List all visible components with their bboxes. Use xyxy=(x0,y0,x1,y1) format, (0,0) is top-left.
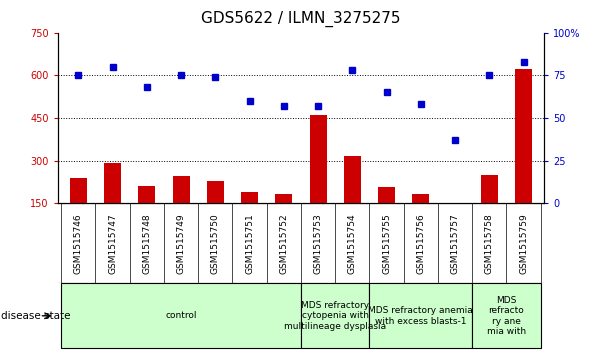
Bar xyxy=(515,69,532,203)
Bar xyxy=(241,192,258,203)
Bar xyxy=(173,176,190,203)
Text: GSM1515747: GSM1515747 xyxy=(108,213,117,274)
Text: disease state: disease state xyxy=(1,311,70,321)
Text: MDS refractory
cytopenia with
multilineage dysplasia: MDS refractory cytopenia with multilinea… xyxy=(284,301,386,331)
Text: GSM1515759: GSM1515759 xyxy=(519,213,528,274)
Text: MDS
refracto
ry ane
mia with: MDS refracto ry ane mia with xyxy=(487,296,526,336)
Bar xyxy=(472,283,541,348)
Text: GSM1515753: GSM1515753 xyxy=(314,213,323,274)
Text: GSM1515748: GSM1515748 xyxy=(142,213,151,274)
Text: GSM1515746: GSM1515746 xyxy=(74,213,83,274)
Bar xyxy=(301,283,370,348)
Text: GSM1515751: GSM1515751 xyxy=(245,213,254,274)
Text: GSM1515755: GSM1515755 xyxy=(382,213,391,274)
Text: GSM1515752: GSM1515752 xyxy=(279,213,288,274)
Bar xyxy=(104,163,121,203)
Bar xyxy=(61,283,301,348)
Text: GSM1515757: GSM1515757 xyxy=(451,213,460,274)
Text: control: control xyxy=(165,311,197,320)
Bar xyxy=(309,115,326,203)
Text: GSM1515749: GSM1515749 xyxy=(176,213,185,274)
Text: MDS refractory anemia
with excess blasts-1: MDS refractory anemia with excess blasts… xyxy=(368,306,473,326)
Text: GSM1515750: GSM1515750 xyxy=(211,213,220,274)
Bar xyxy=(378,187,395,203)
Bar xyxy=(70,178,87,203)
Text: GSM1515758: GSM1515758 xyxy=(485,213,494,274)
Bar xyxy=(138,186,156,203)
Bar xyxy=(481,175,498,203)
Text: GSM1515754: GSM1515754 xyxy=(348,213,357,274)
Bar xyxy=(412,194,429,203)
Bar xyxy=(370,283,472,348)
Text: GDS5622 / ILMN_3275275: GDS5622 / ILMN_3275275 xyxy=(201,11,401,27)
Bar xyxy=(275,194,292,203)
Bar xyxy=(207,180,224,203)
Bar xyxy=(344,156,361,203)
Text: GSM1515756: GSM1515756 xyxy=(416,213,426,274)
Bar xyxy=(446,203,464,204)
